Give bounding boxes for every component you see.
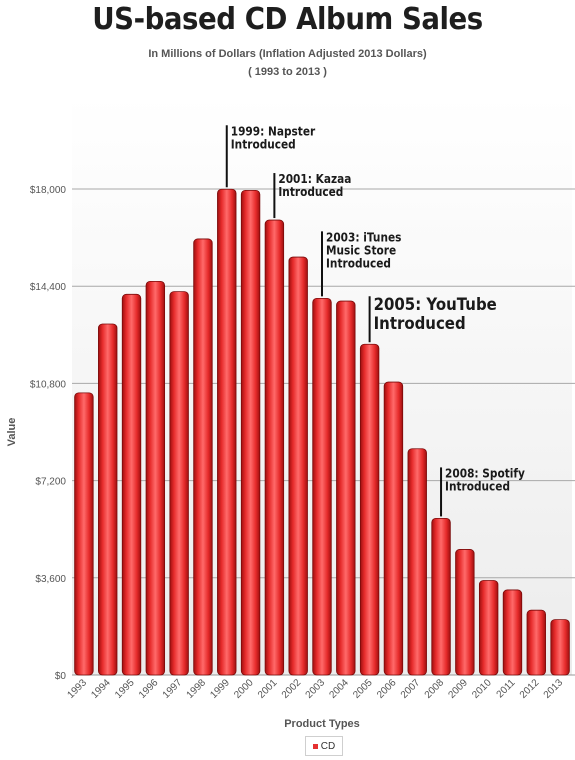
bar-1997[interactable] bbox=[169, 291, 189, 676]
y-tick-label: $7,200 bbox=[35, 477, 66, 488]
bar-2011[interactable] bbox=[502, 589, 523, 676]
bar-2013[interactable] bbox=[550, 619, 570, 676]
chart-title: US-based CD Album Sales bbox=[92, 2, 483, 37]
x-tick-label: 2008 bbox=[423, 677, 447, 701]
x-tick-label: 1996 bbox=[137, 677, 161, 701]
bar-2001[interactable] bbox=[264, 219, 285, 676]
bar-2002[interactable] bbox=[288, 256, 308, 676]
x-tick-label: 2004 bbox=[327, 677, 351, 701]
x-tick-label: 2005 bbox=[351, 677, 375, 701]
bar-1995[interactable] bbox=[121, 293, 142, 676]
x-tick-label: 2012 bbox=[518, 677, 542, 701]
bar-2004[interactable] bbox=[336, 300, 356, 676]
annotation-label: 2008: Spotify bbox=[445, 467, 525, 481]
annotation-label: 2005: YouTube bbox=[374, 294, 497, 314]
x-tick-label: 2000 bbox=[232, 677, 256, 701]
annotation-label: 2003: iTunes bbox=[326, 231, 402, 245]
bar-1998[interactable] bbox=[193, 238, 213, 676]
x-tick-label: 1994 bbox=[89, 677, 113, 701]
x-tick-label: 2011 bbox=[495, 677, 518, 700]
annotation-label: Introduced bbox=[278, 185, 343, 199]
annotation-label: 1999: Napster bbox=[231, 125, 316, 139]
legend[interactable]: CD bbox=[305, 736, 343, 756]
bar-1993[interactable] bbox=[74, 392, 94, 676]
legend-label-cd: CD bbox=[320, 740, 336, 752]
bar-2008[interactable] bbox=[431, 518, 451, 676]
annotation-label: Introduced bbox=[374, 313, 466, 333]
bar-2009[interactable] bbox=[455, 549, 475, 676]
legend-swatch-cd bbox=[312, 743, 318, 749]
bar-2007[interactable] bbox=[407, 448, 427, 676]
chart-subtitle-range: ( 1993 to 2013 ) bbox=[248, 66, 327, 78]
x-axis-title: Product Types bbox=[284, 718, 360, 730]
x-tick-label: 1995 bbox=[113, 677, 137, 701]
annotation-label: Introduced bbox=[231, 138, 296, 152]
bar-2000[interactable] bbox=[240, 189, 261, 676]
bar-1994[interactable] bbox=[98, 323, 118, 676]
x-tick-label: 2009 bbox=[446, 677, 470, 701]
x-tick-label: 1998 bbox=[185, 677, 209, 701]
x-tick-label: 1997 bbox=[161, 677, 185, 701]
x-tick-label: 1993 bbox=[66, 677, 90, 701]
x-tick-label: 2007 bbox=[399, 677, 423, 701]
y-tick-label: $18,000 bbox=[30, 185, 67, 196]
x-tick-label: 2010 bbox=[470, 677, 494, 701]
annotation-label: Introduced bbox=[326, 257, 391, 271]
x-tick-label: 2006 bbox=[375, 677, 399, 701]
x-tick-label: 2003 bbox=[304, 677, 328, 701]
chart-subtitle: In Millions of Dollars (Inflation Adjust… bbox=[148, 48, 427, 60]
annotation-label: Music Store bbox=[326, 244, 396, 258]
x-tick-label: 1999 bbox=[208, 677, 232, 701]
bar-2012[interactable] bbox=[526, 609, 546, 676]
x-tick-label: 2001 bbox=[256, 677, 280, 701]
bar-2006[interactable] bbox=[383, 381, 404, 676]
y-tick-label: $10,800 bbox=[30, 379, 67, 390]
bar-2010[interactable] bbox=[478, 580, 499, 676]
y-tick-label: $3,600 bbox=[35, 574, 66, 585]
bar-1999[interactable] bbox=[217, 188, 237, 676]
bar-2003[interactable] bbox=[312, 297, 332, 676]
y-tick-label: $14,400 bbox=[30, 282, 67, 293]
y-axis-title: Value bbox=[6, 418, 18, 447]
x-tick-label: 2013 bbox=[542, 677, 566, 701]
bar-2005[interactable] bbox=[359, 343, 380, 676]
x-tick-label: 2002 bbox=[280, 677, 304, 701]
annotation-label: Introduced bbox=[445, 480, 510, 494]
annotation-label: 2001: Kazaa bbox=[278, 172, 351, 186]
y-tick-label: $0 bbox=[55, 671, 67, 682]
bar-1996[interactable] bbox=[145, 280, 166, 676]
